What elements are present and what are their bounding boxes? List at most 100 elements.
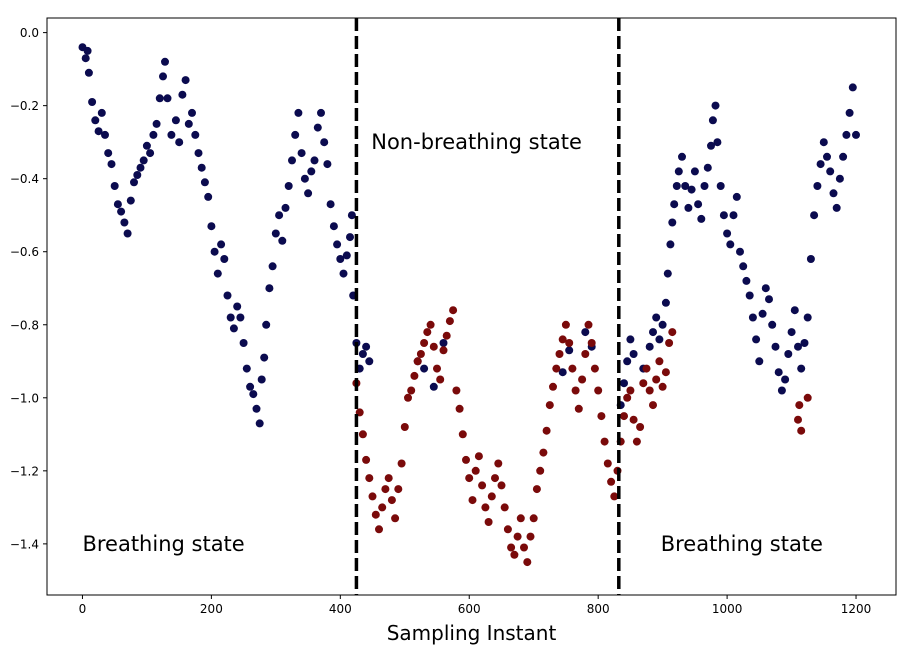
scatter-point	[268, 262, 277, 271]
scatter-point	[155, 94, 164, 103]
scatter-point	[607, 477, 616, 486]
scatter-point	[761, 284, 770, 293]
scatter-point	[375, 525, 383, 534]
scatter-point	[649, 401, 657, 410]
scatter-point	[358, 430, 367, 439]
scatter-point	[781, 375, 790, 384]
scatter-point	[239, 339, 248, 347]
scatter-point	[723, 229, 732, 238]
scatter-point	[420, 364, 429, 373]
data-points	[78, 43, 860, 567]
scatter-point	[84, 68, 93, 77]
scatter-point	[271, 229, 280, 238]
scatter-point	[329, 222, 338, 231]
x-tick-label: 1000	[712, 602, 743, 616]
scatter-point	[265, 284, 274, 293]
scatter-point	[220, 255, 229, 263]
scatter-point	[629, 350, 638, 358]
scatter-point	[797, 426, 806, 435]
scatter-point	[558, 335, 567, 344]
scatter-point	[523, 558, 532, 567]
scatter-point	[246, 382, 255, 391]
scatter-point	[700, 182, 709, 190]
scatter-point	[852, 130, 860, 139]
scatter-point	[107, 160, 116, 169]
scatter-point	[787, 328, 796, 337]
scatter-point	[163, 94, 172, 103]
y-tick-label: −1.2	[10, 464, 39, 478]
scatter-point	[342, 251, 351, 260]
scatter-point	[603, 459, 612, 468]
scatter-point	[507, 543, 516, 552]
scatter-point	[191, 130, 200, 139]
scatter-point	[400, 423, 409, 431]
scatter-point	[658, 382, 667, 391]
scatter-point	[620, 412, 628, 421]
scatter-point	[142, 141, 151, 150]
scatter-point	[133, 171, 142, 179]
scatter-point	[130, 178, 138, 187]
y-tick-label: −0.8	[10, 318, 39, 332]
scatter-point	[178, 90, 187, 99]
scatter-point	[404, 393, 412, 402]
scatter-point	[175, 138, 184, 147]
scatter-point	[652, 313, 661, 322]
scatter-point	[491, 474, 499, 483]
scatter-point	[806, 255, 815, 263]
scatter-point	[810, 211, 819, 220]
scatter-point	[819, 138, 828, 147]
scatter-point	[826, 167, 835, 176]
scatter-point	[91, 116, 100, 125]
scatter-point	[384, 474, 393, 483]
y-tick-label: −1.4	[10, 537, 39, 551]
scatter-point	[516, 514, 525, 523]
scatter-point	[455, 404, 464, 413]
scatter-point	[136, 163, 145, 172]
scatter-point	[739, 262, 748, 271]
scatter-point	[678, 152, 686, 161]
x-tick-label: 600	[458, 602, 481, 616]
scatter-point	[584, 320, 593, 329]
scatter-point	[320, 138, 329, 147]
scatter-point	[670, 200, 679, 209]
scatter-point	[823, 152, 831, 161]
scatter-point	[716, 182, 725, 190]
state-annotation: Non-breathing state	[371, 130, 582, 154]
scatter-point	[181, 76, 190, 85]
scatter-point	[291, 130, 300, 139]
scatter-point	[565, 339, 574, 347]
scatter-point	[794, 342, 802, 351]
scatter-point	[88, 98, 97, 106]
scatter-point	[304, 189, 313, 198]
scatter-point	[665, 339, 674, 347]
scatter-point	[300, 174, 309, 183]
scatter-point	[742, 276, 751, 285]
scatter-point	[487, 492, 496, 501]
scatter-point	[655, 357, 664, 366]
scatter-point	[284, 182, 293, 190]
scatter-point	[249, 390, 258, 399]
x-tick-label: 400	[329, 602, 352, 616]
scatter-point	[101, 130, 109, 139]
scatter-point	[800, 339, 809, 347]
scatter-point	[581, 350, 590, 358]
scatter-point	[126, 196, 135, 205]
scatter-point	[668, 218, 677, 227]
scatter-point	[358, 350, 367, 358]
scatter-point	[571, 386, 580, 395]
scatter-point	[433, 364, 441, 373]
state-annotation: Breathing state	[82, 532, 244, 556]
scatter-point	[347, 211, 356, 220]
scatter-point	[597, 412, 606, 421]
scatter-point	[474, 452, 483, 461]
scatter-point	[758, 309, 767, 318]
scatter-point	[197, 163, 206, 172]
scatter-point	[623, 393, 632, 402]
scatter-point	[590, 364, 599, 373]
scatter-point	[839, 152, 848, 161]
scatter-point	[503, 525, 512, 534]
scatter-point	[223, 291, 232, 300]
x-tick-label: 1200	[841, 602, 872, 616]
scatter-point	[391, 514, 400, 523]
